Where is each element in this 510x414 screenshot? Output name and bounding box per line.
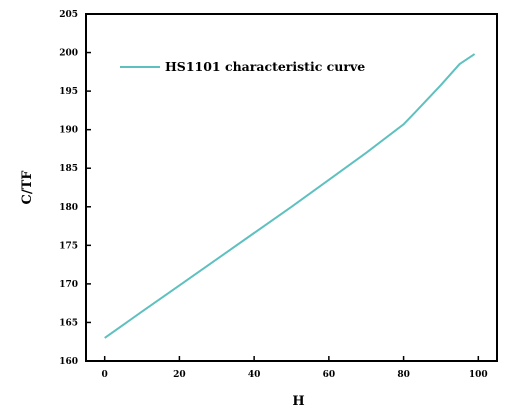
series-layer	[104, 53, 476, 339]
x-tick-label-20: 20	[173, 370, 186, 380]
y-tick-label-200: 200	[59, 49, 78, 59]
legend-label: HS1101 characteristic curve	[165, 59, 365, 74]
x-axis-title: H	[292, 394, 304, 409]
legend: HS1101 characteristic curve	[120, 59, 365, 74]
x-tick-label-80: 80	[397, 370, 410, 380]
y-tick-label-190: 190	[59, 126, 78, 136]
y-tick-label-165: 165	[59, 318, 78, 328]
x-tick-label-60: 60	[323, 370, 336, 380]
y-tick-label-205: 205	[59, 10, 78, 20]
y-tick-label-185: 185	[59, 164, 78, 174]
x-tick-label-0: 0	[102, 370, 108, 380]
y-axis-title: C/TF	[20, 170, 35, 205]
y-tick-label-160: 160	[59, 357, 78, 367]
y-tick-label-170: 170	[59, 280, 78, 290]
y-tick-label-180: 180	[59, 203, 78, 213]
y-tick-label-175: 175	[59, 241, 78, 251]
y-tick-label-195: 195	[59, 87, 78, 97]
x-tick-label-100: 100	[469, 370, 488, 380]
x-tick-label-40: 40	[248, 370, 261, 380]
series-line-0	[104, 53, 476, 339]
plot-frame	[85, 13, 498, 362]
